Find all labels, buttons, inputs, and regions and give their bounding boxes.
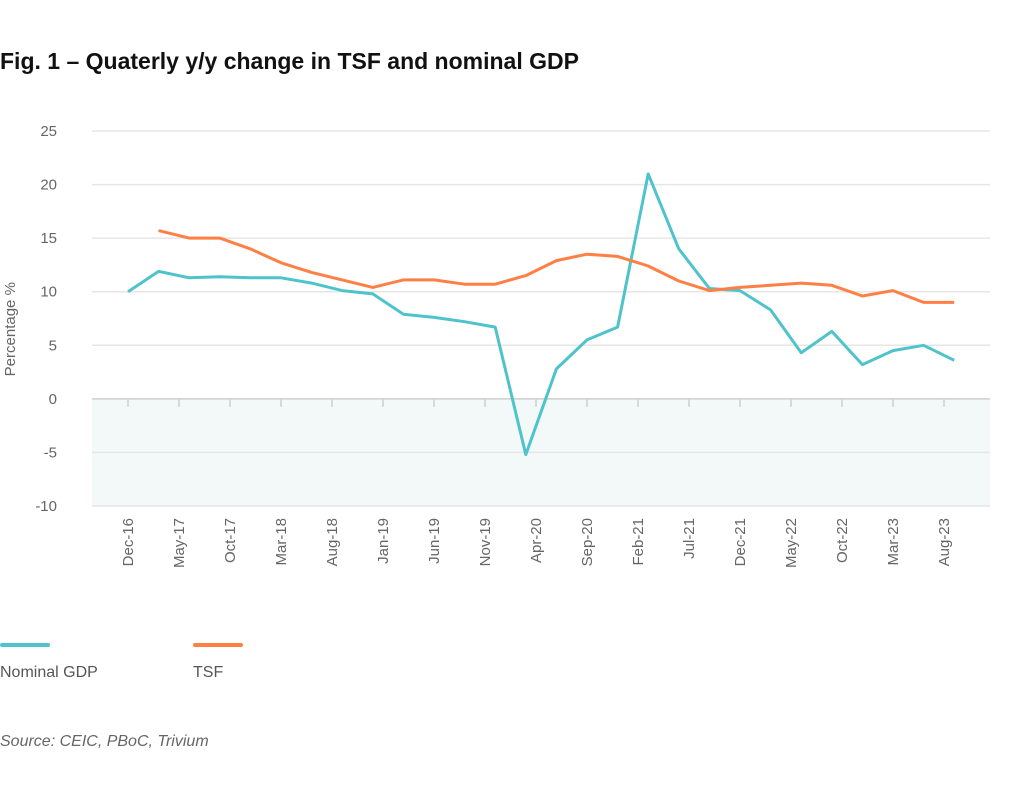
x-tick-label: Aug-23	[936, 518, 953, 566]
legend-swatch-gdp	[0, 643, 50, 647]
x-tick-label: Jul-21	[681, 518, 698, 559]
source-note: Source: CEIC, PBoC, Trivium	[0, 733, 209, 750]
x-tick-label: Dec-16	[120, 518, 137, 566]
y-tick-label: 25	[40, 123, 57, 140]
x-tick-label: Aug-18	[324, 518, 341, 566]
series-line-nominal-gdp	[127, 172, 955, 457]
x-tick-label: Mar-18	[273, 518, 290, 566]
y-tick-label: 5	[49, 337, 57, 354]
y-tick-label: 0	[49, 391, 57, 408]
x-tick-label: May-17	[171, 518, 188, 568]
x-tick-label: Mar-23	[885, 518, 902, 566]
y-axis-label: Percentage %	[2, 282, 19, 376]
y-tick-label: -10	[35, 498, 57, 515]
x-tick-label: Jun-19	[426, 518, 443, 564]
y-tick-label: -5	[44, 444, 57, 461]
x-tick-label: Oct-22	[834, 518, 851, 563]
legend-label-gdp: Nominal GDP	[0, 664, 98, 681]
legend-swatch-tsf	[193, 643, 243, 647]
x-tick-label: Oct-17	[222, 518, 239, 563]
x-tick-label: Nov-19	[477, 518, 494, 566]
x-tick-label: Jan-19	[375, 518, 392, 564]
x-tick-label: Feb-21	[630, 518, 647, 566]
x-tick-label: Sep-20	[579, 518, 596, 566]
y-tick-label: 10	[40, 284, 57, 301]
legend-label-tsf: TSF	[193, 664, 224, 681]
y-tick-label: 15	[40, 230, 57, 247]
chart-title: Fig. 1 – Quaterly y/y change in TSF and …	[0, 48, 579, 74]
x-tick-label: Apr-20	[528, 518, 545, 563]
x-tick-label: Dec-21	[732, 518, 749, 566]
x-tick-label: May-22	[783, 518, 800, 568]
y-tick-label: 20	[40, 177, 57, 194]
